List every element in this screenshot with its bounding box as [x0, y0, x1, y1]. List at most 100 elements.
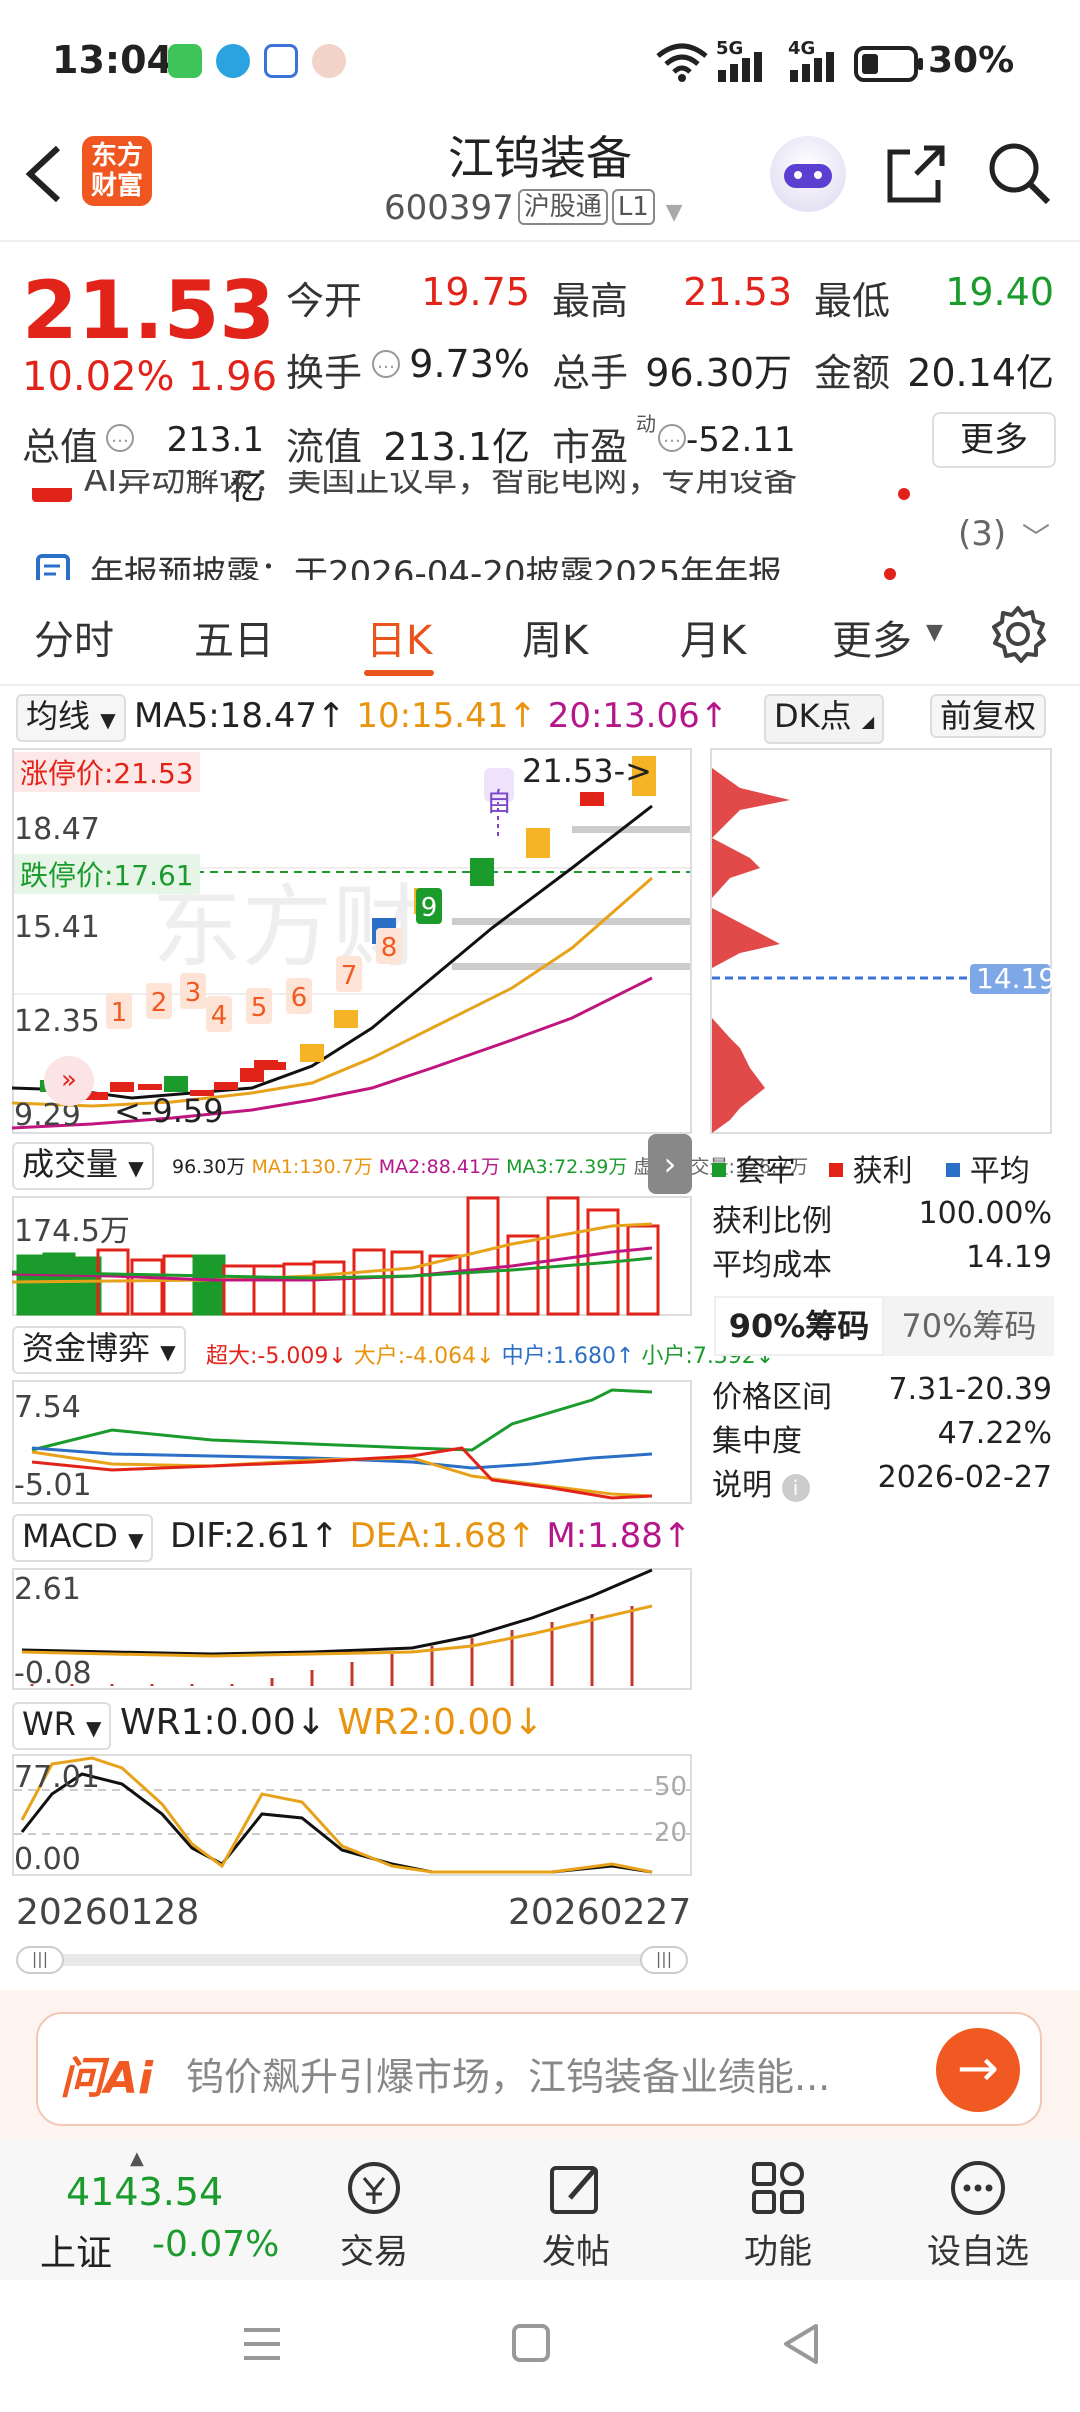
volume-bar: [282, 1262, 316, 1316]
index-value[interactable]: 4143.54: [66, 2170, 224, 2214]
candle: [334, 1010, 358, 1028]
chip-tab-90[interactable]: 90%筹码: [714, 1296, 884, 1356]
dropdown-icon[interactable]: ▼: [665, 200, 683, 225]
index-name[interactable]: 上证: [40, 2233, 113, 2274]
vol-value: 96.30万: [172, 1156, 246, 1178]
macd-selector[interactable]: MACD ▼: [12, 1514, 154, 1562]
robot-avatar-icon[interactable]: [770, 136, 846, 212]
signal-badge-label: 1: [111, 998, 128, 1028]
home-icon[interactable]: [510, 2322, 554, 2366]
ma20-value: 20:13.06: [547, 696, 700, 736]
more-button[interactable]: 更多: [932, 412, 1056, 468]
legend-trapped: 套牢: [735, 1154, 796, 1189]
fund-indicators: 超大:-5.009↓ 大户:-4.064↓ 中户:1.680↑ 小户:7.392…: [206, 1344, 775, 1369]
ai-input-box[interactable]: 问Ai 钨价飙升引爆市场，江钨装备业绩能... →: [36, 2012, 1042, 2126]
index-change[interactable]: -0.07%: [152, 2224, 280, 2265]
stock-name: 江钨装备: [448, 131, 632, 185]
logo-text-1: 东方: [90, 141, 143, 171]
grid-icon: [752, 2162, 804, 2214]
volume-label: 总手: [552, 351, 629, 395]
index-caret-icon: ▲: [130, 2148, 144, 2169]
tab-five-day[interactable]: 五日: [194, 618, 274, 664]
ma5-value: MA5:18.47: [134, 696, 318, 736]
period-tabs: 分时 五日 日K 周K 月K 更多 ▼: [0, 580, 1080, 686]
macd-selector-label: MACD: [22, 1517, 118, 1555]
fund-ymin: -5.01: [14, 1468, 92, 1503]
nav-function[interactable]: 功能: [708, 2158, 848, 2273]
range-scrollbar[interactable]: [22, 1954, 686, 1966]
signal-badge-label: 3: [185, 978, 202, 1008]
y-label-2: 15.41: [14, 910, 100, 945]
ai-placeholder[interactable]: 钨价飙升引爆市场，江钨装备业绩能...: [186, 2055, 831, 2099]
news-count[interactable]: (3): [958, 514, 1007, 554]
low-label: 最低: [814, 279, 891, 323]
fund-ymax: 7.54: [14, 1390, 81, 1425]
fund-selector-label: 资金博弈: [22, 1329, 151, 1367]
candle: [300, 1044, 324, 1062]
back-nav-icon[interactable]: [780, 2322, 824, 2366]
signal-badge-label: 5: [251, 993, 268, 1023]
turnover-value: 9.73%: [409, 342, 530, 386]
range-handle-right[interactable]: |||: [640, 1946, 688, 1974]
expand-handle-icon[interactable]: »: [44, 1056, 94, 1106]
active-tab-underline: [364, 670, 434, 676]
profit-ratio-value: 100.00%: [918, 1196, 1052, 1231]
mcap-value: 213.1亿: [166, 420, 264, 508]
volume-selector[interactable]: 成交量 ▼: [12, 1142, 154, 1190]
limit-down-label: 跌停价:17.61: [14, 854, 200, 894]
ma-selector[interactable]: 均线 ▼: [16, 694, 126, 742]
chip-tab-70[interactable]: 70%筹码: [884, 1296, 1054, 1356]
fund-selector[interactable]: 资金博弈 ▼: [12, 1326, 186, 1374]
nav-post[interactable]: 发帖: [506, 2158, 646, 2273]
note-info-icon[interactable]: i: [781, 1474, 810, 1502]
tab-more[interactable]: 更多: [832, 618, 912, 664]
ma10-value: 10:15.41: [356, 696, 509, 736]
nav-function-label: 功能: [744, 2232, 812, 2272]
ai-send-button[interactable]: →: [936, 2028, 1020, 2112]
vol-ma3: MA3:72.39万: [506, 1156, 628, 1178]
back-icon[interactable]: [22, 144, 66, 204]
macd-dea: DEA:1.68: [349, 1516, 508, 1556]
volume-value: 96.30万: [645, 351, 792, 395]
open-value: 19.75: [421, 270, 530, 314]
float-value: 213.1亿: [383, 425, 530, 469]
tab-intraday[interactable]: 分时: [34, 618, 114, 664]
tab-weekly-k[interactable]: 周K: [522, 618, 589, 664]
menu-icon[interactable]: [240, 2322, 284, 2366]
amount-value: 20.14亿: [907, 351, 1054, 395]
tab-more-caret-icon[interactable]: ▼: [926, 620, 943, 645]
concentration-label: 集中度: [712, 1424, 802, 1459]
app-logo[interactable]: 东方 财富: [82, 136, 152, 206]
volume-chart: [12, 1196, 692, 1316]
adjust-button[interactable]: 前复权: [930, 694, 1047, 738]
tab-daily-k[interactable]: 日K: [366, 618, 433, 664]
wr-selector[interactable]: WR ▼: [12, 1702, 112, 1750]
search-icon[interactable]: [986, 140, 1052, 206]
mcap-info-icon[interactable]: …: [106, 424, 134, 452]
nav-trade[interactable]: 交易: [304, 2158, 444, 2273]
turnover-label: 换手: [286, 351, 363, 395]
tab-monthly-k[interactable]: 月K: [680, 618, 747, 664]
info-icon[interactable]: …: [372, 350, 400, 378]
news-item-1[interactable]: AI异动解读：美国正议草，智能电网，专用设备: [84, 470, 798, 500]
volume-bar: [130, 1258, 164, 1316]
volume-selector-label: 成交量: [22, 1145, 119, 1183]
pe-info-icon[interactable]: …: [658, 424, 686, 452]
news-item-2[interactable]: 年报预披露：于2026-04-20披露2025年年报: [90, 554, 783, 580]
expand-chevron-icon[interactable]: ﹀: [1022, 521, 1051, 554]
concentration-value: 47.22%: [937, 1416, 1052, 1451]
signal-badge-label: 8: [381, 933, 398, 963]
change-value: 1.96: [188, 354, 278, 400]
nav-add-watchlist[interactable]: 设自选: [908, 2158, 1048, 2273]
fund-super: 超大:-5.009: [206, 1344, 329, 1369]
cloud-app-icon: [264, 44, 298, 78]
dk-point-button[interactable]: DK点 ◢: [764, 694, 885, 744]
range-handle-left[interactable]: |||: [16, 1946, 64, 1974]
collapse-arrow-button[interactable]: ›: [648, 1134, 692, 1194]
ma5-line: [12, 804, 653, 1100]
ai-assistant-bar: 问Ai 钨价飙升引爆市场，江钨装备业绩能... →: [0, 1990, 1080, 2140]
ma-values: MA5:18.47↑ 10:15.41↑ 20:13.06↑: [134, 696, 729, 736]
settings-gear-icon[interactable]: [988, 604, 1048, 664]
share-icon[interactable]: [884, 142, 948, 206]
